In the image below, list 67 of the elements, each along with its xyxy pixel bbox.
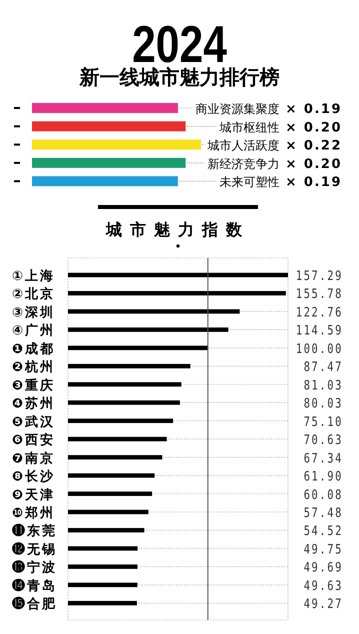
y-tick-label: ⓭宁波 <box>12 560 57 576</box>
y-tick-label: ❾天津 <box>12 488 56 503</box>
y-tick-label: 未来可塑性 <box>220 175 280 190</box>
y-tick-label: ❷杭州 <box>12 359 56 376</box>
y-tick-label: ③深圳 <box>12 305 56 320</box>
data-label: × 0.20 <box>286 120 342 136</box>
data-label: × 0.19 <box>286 102 342 117</box>
chart-title: 城市魅力指数 <box>105 220 250 239</box>
data-label: 87.47 <box>304 359 343 374</box>
data-label: 122.76 <box>296 304 343 320</box>
y-tick-label: ⓯合肥 <box>12 596 57 612</box>
y-tick-label: ❺武汉 <box>12 414 56 430</box>
data-label: 61.90 <box>304 468 343 484</box>
data-label: 75.10 <box>304 414 343 430</box>
y-tick-label: ⓮青岛 <box>12 578 57 594</box>
bar <box>68 510 148 514</box>
y-tick-label: ❹苏州 <box>12 396 56 412</box>
data-label: 155.78 <box>296 286 343 302</box>
y-tick-label: 城市枢纽性 <box>218 120 280 134</box>
y-tick-label: ④广州 <box>12 322 56 339</box>
bar <box>68 327 228 332</box>
bar <box>68 564 138 569</box>
bar <box>68 400 180 405</box>
y-tick-label: ❽长沙 <box>12 470 56 485</box>
bar <box>68 582 138 588</box>
bar <box>68 528 144 532</box>
data-label: × 0.19 <box>286 175 342 190</box>
y-tick-label: ❶成都 <box>12 342 56 357</box>
data-label: × 0.22 <box>286 138 342 154</box>
bar <box>68 492 152 496</box>
data-label: × 0.20 <box>286 156 342 172</box>
y-tick-label: ⓫东莞 <box>12 523 57 540</box>
data-label: 81.03 <box>304 377 343 393</box>
y-tick-label: ❸重庆 <box>12 377 56 394</box>
data-label: 157.29 <box>296 268 343 284</box>
bar <box>68 346 208 350</box>
y-tick-label: ❼南京 <box>12 450 56 466</box>
y-tick-label: ①上海 <box>12 269 56 284</box>
bar <box>68 473 155 478</box>
data-label: 100.00 <box>296 340 343 356</box>
bar <box>68 455 162 460</box>
data-label: 70.63 <box>304 432 343 448</box>
data-label: 57.48 <box>304 504 343 520</box>
y-tick-label: ❻西安 <box>12 432 56 448</box>
bar <box>68 418 174 424</box>
data-label: 49.63 <box>304 578 343 594</box>
bar <box>68 600 137 606</box>
y-tick-label: ⓬无锡 <box>12 541 57 558</box>
data-label: 49.69 <box>304 560 343 575</box>
bar <box>68 546 138 551</box>
data-label: 114.59 <box>296 322 343 338</box>
y-tick-label: ②北京 <box>12 286 56 302</box>
y-tick-label: 商业资源集聚度 <box>196 102 280 116</box>
data-label: 49.27 <box>304 596 343 612</box>
bar <box>68 291 286 296</box>
data-label: 49.75 <box>304 541 343 557</box>
y-tick-label: 新经济竞争力 <box>208 156 280 171</box>
y-tick-label: 城市人活跃度 <box>206 138 280 153</box>
bar <box>68 436 167 442</box>
data-label: 80.03 <box>304 395 343 411</box>
bar <box>68 309 240 314</box>
data-label: 60.08 <box>304 486 343 502</box>
bar <box>68 364 190 368</box>
y-tick-label: ❿郑州 <box>12 506 56 521</box>
bar <box>68 382 182 387</box>
data-label: 54.52 <box>304 523 343 539</box>
data-label: 67.34 <box>304 450 343 466</box>
